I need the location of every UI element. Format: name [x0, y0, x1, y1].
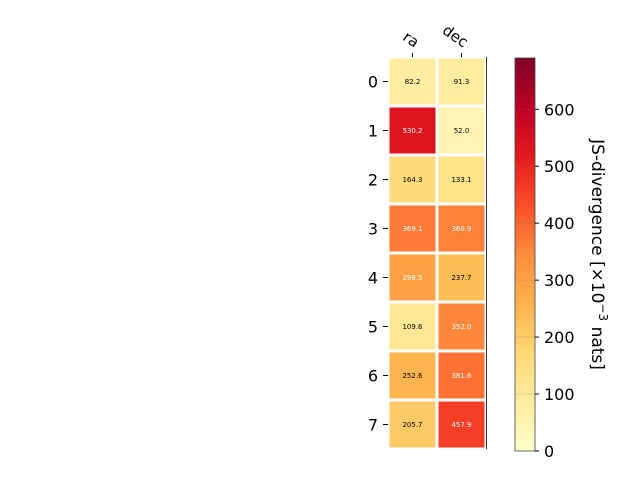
heatmap-cell [389, 205, 436, 252]
cell-value-label: 381.6 [451, 372, 472, 380]
row-label: 1 [368, 122, 378, 141]
cell-value-label: 457.9 [451, 421, 471, 429]
column-label: ra [400, 28, 423, 52]
colorbar-label-text: JS-divergence [×10 [587, 138, 607, 303]
cell-value-label: 205.7 [402, 421, 422, 429]
heatmap-cell [389, 254, 436, 301]
cell-value-label: 360.9 [451, 225, 471, 233]
row-label: 4 [368, 269, 378, 288]
column-labels: ra dec [400, 21, 472, 51]
heatmap-cell [438, 58, 485, 105]
heatmap-cell [438, 205, 485, 252]
cell-value-label: 530.2 [402, 127, 422, 135]
row-ticks [383, 81, 388, 425]
heatmap-cells: 82.2 91.3 530.2 52.0 164.3 133.1 369.1 360.9 298… [389, 58, 485, 448]
colorbar-tick-label: 200 [544, 328, 575, 347]
row-labels: 0 1 2 3 4 5 6 7 [368, 73, 378, 435]
heatmap-cell [389, 107, 436, 154]
heatmap-cell [389, 58, 436, 105]
colorbar-tick-label: 500 [544, 157, 575, 176]
heatmap-cell [438, 107, 485, 154]
heatmap-cell [389, 303, 436, 350]
colorbar-ticks: 0 100 200 300 400 500 600 [515, 100, 575, 461]
row-label: 0 [368, 73, 378, 92]
row-label: 5 [368, 318, 378, 337]
cell-value-label: 298.5 [402, 274, 422, 282]
colorbar-label-exponent: −3 [596, 303, 610, 321]
colorbar-tick-label: 0 [544, 442, 554, 461]
heatmap-cell [389, 156, 436, 203]
cell-value-label: 91.3 [454, 78, 470, 86]
heatmap-cell [438, 303, 485, 350]
colorbar-tick-label: 600 [544, 100, 575, 119]
cell-value-label: 109.6 [402, 323, 423, 331]
cell-value-label: 82.2 [405, 78, 421, 86]
cell-value-label: 352.0 [451, 323, 471, 331]
heatmap-cell [438, 254, 485, 301]
column-ticks [412, 53, 462, 57]
colorbar: 0 100 200 300 400 500 600 JS-divergence [×10−3… [514, 57, 610, 461]
heatmap-cell [438, 401, 485, 448]
column-label: dec [439, 21, 471, 51]
row-label: 3 [368, 220, 378, 239]
colorbar-tick-label: 100 [544, 385, 575, 404]
cell-value-label: 252.6 [402, 372, 423, 380]
heatmap-cell [389, 352, 436, 399]
row-label: 7 [368, 416, 378, 435]
row-label: 2 [368, 171, 378, 190]
heatmap-cell [438, 352, 485, 399]
colorbar-tick-label: 300 [544, 271, 575, 290]
cell-value-label: 369.1 [402, 225, 422, 233]
cell-value-label: 237.7 [451, 274, 471, 282]
cell-value-label: 164.3 [402, 176, 422, 184]
colorbar-label-suffix: nats] [587, 321, 607, 370]
cell-value-label: 52.0 [454, 127, 470, 135]
colorbar-label: JS-divergence [×10−3 nats] [587, 138, 610, 370]
cell-value-label: 133.1 [451, 176, 471, 184]
row-label: 6 [368, 367, 378, 386]
heatmap-cell [438, 156, 485, 203]
colorbar-gradient [514, 57, 536, 452]
colorbar-tick-label: 400 [544, 214, 575, 233]
heatmap-cell [389, 401, 436, 448]
